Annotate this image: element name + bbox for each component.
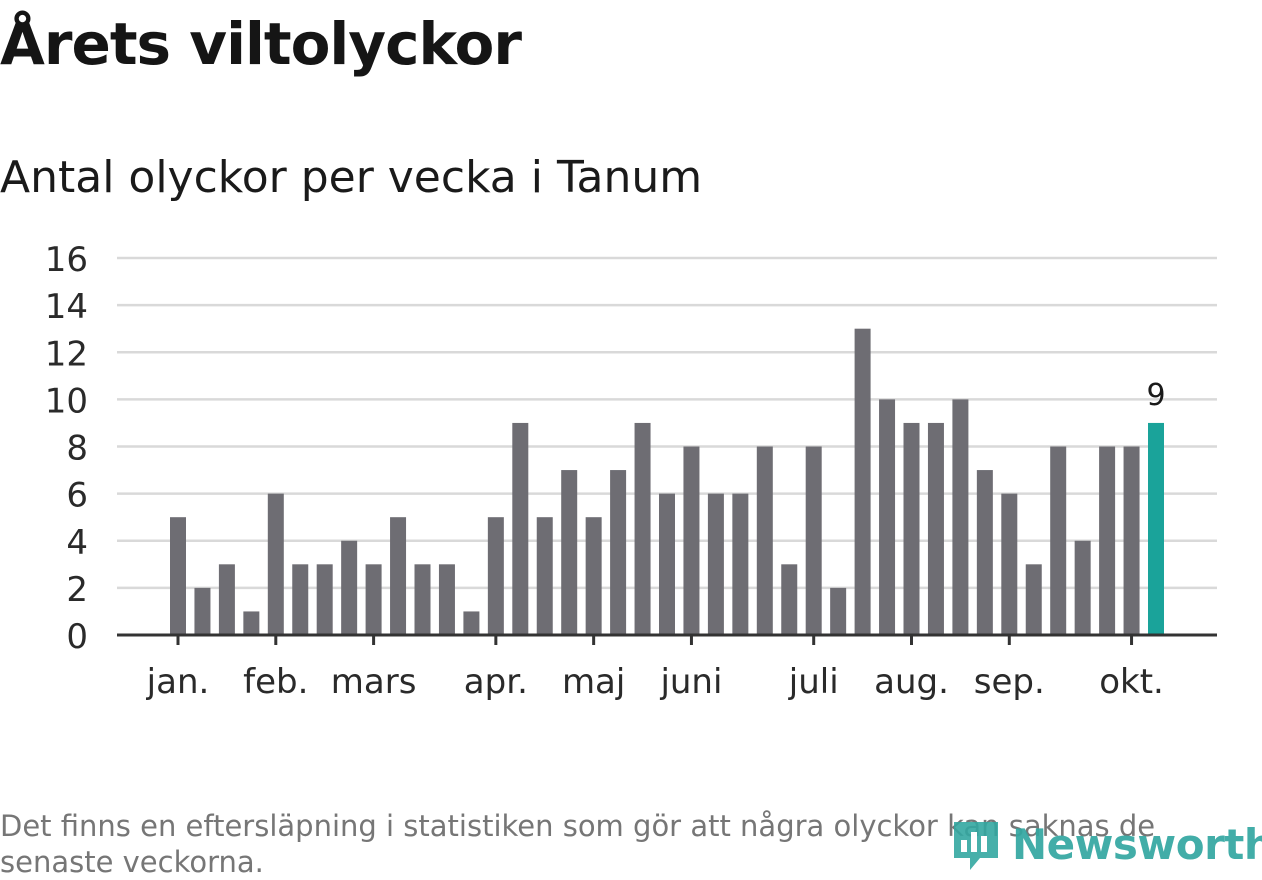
bar (781, 564, 798, 635)
y-tick-label-14: 14 (45, 287, 88, 327)
bar (634, 422, 651, 635)
y-tick-label-4: 4 (66, 523, 88, 563)
bar (341, 540, 358, 635)
x-tick-label-feb: feb. (243, 662, 308, 702)
bar (1025, 564, 1042, 635)
highlight-data-label: 9 (1146, 378, 1165, 413)
bar (487, 517, 504, 635)
x-tick-label-maj: maj (562, 662, 625, 702)
brand-name: Newsworthy (1012, 819, 1262, 869)
bar (976, 470, 993, 635)
chart-title: Årets viltolyckor (0, 10, 522, 78)
y-tick-label-10: 10 (45, 381, 88, 421)
bar (316, 564, 333, 635)
bar (830, 587, 847, 635)
bar (1074, 540, 1091, 635)
bar (390, 517, 407, 635)
y-tick-label-16: 16 (45, 240, 88, 280)
bar (170, 517, 186, 635)
bar (536, 517, 553, 635)
bar (927, 422, 944, 635)
bar (683, 446, 700, 635)
y-tick-label-6: 6 (66, 476, 88, 516)
chart-subtitle: Antal olyckor per vecka i Tanum (0, 152, 703, 203)
bar (194, 587, 211, 635)
bar-highlight (1148, 422, 1164, 635)
bar (879, 399, 896, 635)
bar (903, 422, 920, 635)
x-tick-label-sep: sep. (974, 662, 1045, 702)
bar (243, 611, 260, 635)
bar (561, 470, 578, 635)
y-tick-label-8: 8 (66, 429, 88, 469)
bar (805, 446, 822, 635)
x-tick-label-apr: apr. (464, 662, 528, 702)
x-tick-label-aug: aug. (874, 662, 949, 702)
bar (1123, 446, 1140, 635)
y-tick-label-12: 12 (45, 334, 88, 374)
bar (854, 328, 871, 635)
x-tick-label-mars: mars (331, 662, 417, 702)
bar (756, 446, 773, 635)
brand: Newsworthy (950, 816, 1262, 872)
x-tick-label-okt: okt. (1099, 662, 1164, 702)
bar (512, 422, 529, 635)
bar (1050, 446, 1067, 635)
bar (267, 493, 284, 635)
bar (732, 493, 749, 635)
bar (218, 564, 235, 635)
y-tick-label-2: 2 (66, 570, 88, 610)
y-tick-label-0: 0 (66, 617, 88, 657)
newsworthy-logo-icon (950, 816, 1002, 872)
bar (292, 564, 309, 635)
bar (659, 493, 675, 635)
bar (610, 470, 627, 635)
bar (463, 611, 480, 635)
x-tick-label-juli: juli (788, 662, 839, 702)
bar (414, 564, 431, 635)
bar (952, 399, 969, 635)
bar (1099, 446, 1116, 635)
bar-chart: 0 2 4 6 8 10 12 14 16 jan. feb. mars apr. maj juni juli… (45, 240, 1217, 702)
bar (1001, 493, 1018, 635)
bar (365, 564, 382, 635)
bar (438, 564, 455, 635)
bar (585, 517, 602, 635)
x-tick-label-juni: juni (659, 662, 722, 702)
x-tick-label-jan: jan. (146, 662, 210, 702)
bar (707, 493, 724, 635)
